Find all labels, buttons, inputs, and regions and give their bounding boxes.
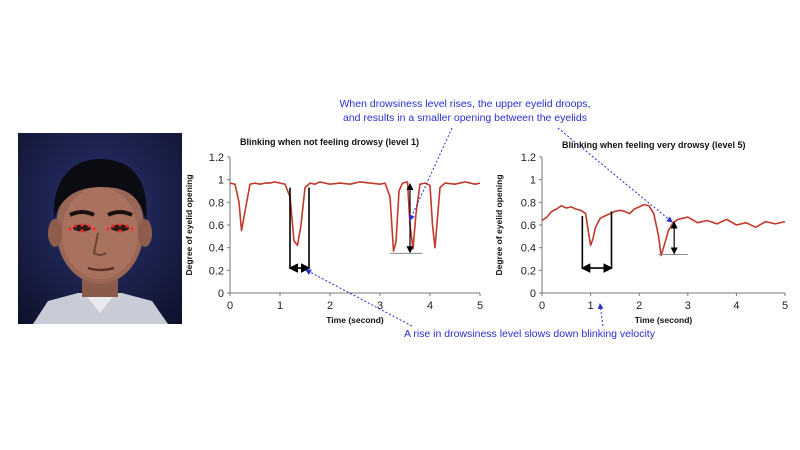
x-tick-label: 1 xyxy=(277,300,283,312)
y-tick-label: 0 xyxy=(530,288,536,300)
annotation-line-1: When drowsiness level rises, the upper e… xyxy=(339,98,591,110)
y-tick-label: 0.4 xyxy=(209,243,224,255)
eye-tracking-dots xyxy=(68,223,134,233)
y-tick-label: 0.6 xyxy=(521,220,536,232)
chart-level-5: Blinking when feeling very drowsy (level… xyxy=(494,140,788,325)
x-tick-label: 2 xyxy=(327,300,333,312)
y-tick-label: 1.2 xyxy=(209,152,224,164)
series-line-0 xyxy=(541,203,786,257)
chart-title: Blinking when not feeling drowsy (level … xyxy=(240,137,419,147)
annotation-eyelid-droop: When drowsiness level rises, the upper e… xyxy=(315,97,615,125)
series-line-0 xyxy=(229,181,481,252)
x-tick-label: 0 xyxy=(539,300,545,312)
annotation-blink-velocity: A rise in drowsiness level slows down bl… xyxy=(404,328,655,340)
y-tick-label: 0 xyxy=(218,288,224,300)
chart-title: Blinking when feeling very drowsy (level… xyxy=(562,140,746,150)
x-axis-label: Time (second) xyxy=(635,315,693,325)
annotation-line-2: and results in a smaller opening between… xyxy=(343,112,587,124)
x-tick-label: 0 xyxy=(227,300,233,312)
y-tick-label: 0.2 xyxy=(209,265,224,277)
x-tick-label: 2 xyxy=(636,300,642,312)
x-tick-label: 3 xyxy=(685,300,691,312)
x-tick-label: 1 xyxy=(588,300,594,312)
y-tick-label: 0.4 xyxy=(521,243,536,255)
y-tick-label: 0.8 xyxy=(209,197,224,209)
y-tick-label: 0.6 xyxy=(209,220,224,232)
x-tick-label: 3 xyxy=(377,300,383,312)
chart-level-1: Blinking when not feeling drowsy (level … xyxy=(184,137,483,325)
y-tick-label: 1 xyxy=(530,175,536,187)
y-tick-label: 0.8 xyxy=(521,197,536,209)
y-axis-label: Degree of eyelid opening xyxy=(494,174,504,275)
driver-face-photo xyxy=(18,133,182,324)
y-tick-label: 0.2 xyxy=(521,265,536,277)
x-tick-label: 5 xyxy=(782,300,788,312)
y-tick-label: 1.2 xyxy=(521,152,536,164)
y-axis-label: Degree of eyelid opening xyxy=(184,174,194,275)
x-axis-label: Time (second) xyxy=(326,315,384,325)
x-tick-label: 4 xyxy=(427,300,433,312)
x-tick-label: 5 xyxy=(477,300,483,312)
y-tick-label: 1 xyxy=(218,175,224,187)
x-tick-label: 4 xyxy=(733,300,739,312)
